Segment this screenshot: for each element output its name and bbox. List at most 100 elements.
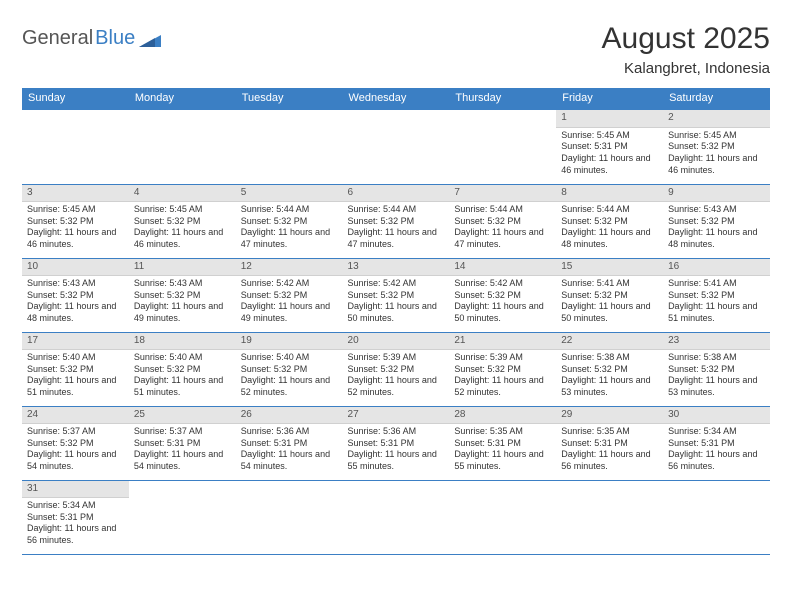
daylight-line: Daylight: 11 hours and 47 minutes. <box>454 227 551 250</box>
logo-word1: General <box>22 26 93 51</box>
calendar-cell: 24Sunrise: 5:37 AMSunset: 5:32 PMDayligh… <box>22 406 129 480</box>
calendar-cell: 13Sunrise: 5:42 AMSunset: 5:32 PMDayligh… <box>343 258 450 332</box>
daylight-line: Daylight: 11 hours and 46 minutes. <box>561 153 658 176</box>
day-number: 23 <box>663 333 770 351</box>
day-info: Sunrise: 5:37 AMSunset: 5:31 PMDaylight:… <box>129 424 236 476</box>
sunrise-line: Sunrise: 5:45 AM <box>561 130 658 142</box>
sunrise-line: Sunrise: 5:43 AM <box>27 278 124 290</box>
day-info: Sunrise: 5:40 AMSunset: 5:32 PMDaylight:… <box>129 350 236 402</box>
sunset-line: Sunset: 5:31 PM <box>668 438 765 450</box>
sunrise-line: Sunrise: 5:45 AM <box>134 204 231 216</box>
calendar-cell-empty <box>236 480 343 554</box>
day-info: Sunrise: 5:42 AMSunset: 5:32 PMDaylight:… <box>449 276 556 328</box>
day-info: Sunrise: 5:35 AMSunset: 5:31 PMDaylight:… <box>449 424 556 476</box>
daylight-line: Daylight: 11 hours and 50 minutes. <box>348 301 445 324</box>
day-number: 28 <box>449 407 556 425</box>
sunset-line: Sunset: 5:32 PM <box>134 216 231 228</box>
sunrise-line: Sunrise: 5:40 AM <box>241 352 338 364</box>
daylight-line: Daylight: 11 hours and 54 minutes. <box>241 449 338 472</box>
day-number: 6 <box>343 185 450 203</box>
day-info: Sunrise: 5:41 AMSunset: 5:32 PMDaylight:… <box>556 276 663 328</box>
calendar-cell: 23Sunrise: 5:38 AMSunset: 5:32 PMDayligh… <box>663 332 770 406</box>
sunset-line: Sunset: 5:31 PM <box>454 438 551 450</box>
title-block: August 2025 Kalangbret, Indonesia <box>602 20 770 78</box>
calendar-cell: 1Sunrise: 5:45 AMSunset: 5:31 PMDaylight… <box>556 110 663 184</box>
day-info: Sunrise: 5:45 AMSunset: 5:31 PMDaylight:… <box>556 128 663 180</box>
sunset-line: Sunset: 5:32 PM <box>348 290 445 302</box>
sunrise-line: Sunrise: 5:35 AM <box>454 426 551 438</box>
daylight-line: Daylight: 11 hours and 56 minutes. <box>668 449 765 472</box>
day-info: Sunrise: 5:44 AMSunset: 5:32 PMDaylight:… <box>343 202 450 254</box>
daylight-line: Daylight: 11 hours and 46 minutes. <box>27 227 124 250</box>
calendar-cell-empty <box>129 480 236 554</box>
sunrise-line: Sunrise: 5:42 AM <box>454 278 551 290</box>
calendar-row: 24Sunrise: 5:37 AMSunset: 5:32 PMDayligh… <box>22 406 770 480</box>
calendar-cell: 11Sunrise: 5:43 AMSunset: 5:32 PMDayligh… <box>129 258 236 332</box>
day-number: 11 <box>129 259 236 277</box>
sunset-line: Sunset: 5:31 PM <box>348 438 445 450</box>
sunrise-line: Sunrise: 5:37 AM <box>27 426 124 438</box>
daylight-line: Daylight: 11 hours and 56 minutes. <box>561 449 658 472</box>
sunset-line: Sunset: 5:31 PM <box>27 512 124 524</box>
sunset-line: Sunset: 5:32 PM <box>27 364 124 376</box>
sunrise-line: Sunrise: 5:34 AM <box>27 500 124 512</box>
day-number: 1 <box>556 110 663 128</box>
sunrise-line: Sunrise: 5:38 AM <box>561 352 658 364</box>
calendar-cell: 27Sunrise: 5:36 AMSunset: 5:31 PMDayligh… <box>343 406 450 480</box>
calendar-cell: 2Sunrise: 5:45 AMSunset: 5:32 PMDaylight… <box>663 110 770 184</box>
sunset-line: Sunset: 5:32 PM <box>27 438 124 450</box>
day-info: Sunrise: 5:44 AMSunset: 5:32 PMDaylight:… <box>449 202 556 254</box>
sunrise-line: Sunrise: 5:40 AM <box>27 352 124 364</box>
calendar-row: 10Sunrise: 5:43 AMSunset: 5:32 PMDayligh… <box>22 258 770 332</box>
day-number: 30 <box>663 407 770 425</box>
day-info: Sunrise: 5:37 AMSunset: 5:32 PMDaylight:… <box>22 424 129 476</box>
day-info: Sunrise: 5:34 AMSunset: 5:31 PMDaylight:… <box>22 498 129 550</box>
sunrise-line: Sunrise: 5:36 AM <box>348 426 445 438</box>
sunset-line: Sunset: 5:32 PM <box>134 290 231 302</box>
sunset-line: Sunset: 5:31 PM <box>561 141 658 153</box>
calendar-cell: 26Sunrise: 5:36 AMSunset: 5:31 PMDayligh… <box>236 406 343 480</box>
sunset-line: Sunset: 5:32 PM <box>348 216 445 228</box>
calendar-row: 31Sunrise: 5:34 AMSunset: 5:31 PMDayligh… <box>22 480 770 554</box>
daylight-line: Daylight: 11 hours and 56 minutes. <box>27 523 124 546</box>
calendar-cell: 31Sunrise: 5:34 AMSunset: 5:31 PMDayligh… <box>22 480 129 554</box>
weekday-header: Tuesday <box>236 88 343 110</box>
daylight-line: Daylight: 11 hours and 47 minutes. <box>241 227 338 250</box>
sunrise-line: Sunrise: 5:35 AM <box>561 426 658 438</box>
calendar-cell: 17Sunrise: 5:40 AMSunset: 5:32 PMDayligh… <box>22 332 129 406</box>
sunset-line: Sunset: 5:32 PM <box>561 364 658 376</box>
calendar-cell: 4Sunrise: 5:45 AMSunset: 5:32 PMDaylight… <box>129 184 236 258</box>
day-info: Sunrise: 5:34 AMSunset: 5:31 PMDaylight:… <box>663 424 770 476</box>
day-number: 4 <box>129 185 236 203</box>
day-number: 8 <box>556 185 663 203</box>
sunset-line: Sunset: 5:32 PM <box>27 216 124 228</box>
sunset-line: Sunset: 5:32 PM <box>454 216 551 228</box>
sunset-line: Sunset: 5:32 PM <box>668 364 765 376</box>
calendar-head: SundayMondayTuesdayWednesdayThursdayFrid… <box>22 88 770 110</box>
day-info: Sunrise: 5:40 AMSunset: 5:32 PMDaylight:… <box>236 350 343 402</box>
sunrise-line: Sunrise: 5:42 AM <box>348 278 445 290</box>
daylight-line: Daylight: 11 hours and 49 minutes. <box>134 301 231 324</box>
day-number: 31 <box>22 481 129 499</box>
day-number: 7 <box>449 185 556 203</box>
logo: GeneralBlue <box>22 26 161 51</box>
calendar-cell: 8Sunrise: 5:44 AMSunset: 5:32 PMDaylight… <box>556 184 663 258</box>
sunrise-line: Sunrise: 5:36 AM <box>241 426 338 438</box>
calendar-body: 1Sunrise: 5:45 AMSunset: 5:31 PMDaylight… <box>22 110 770 554</box>
day-number: 17 <box>22 333 129 351</box>
day-number: 10 <box>22 259 129 277</box>
day-number: 18 <box>129 333 236 351</box>
day-number: 19 <box>236 333 343 351</box>
page-title: August 2025 <box>602 20 770 58</box>
day-number: 24 <box>22 407 129 425</box>
sunrise-line: Sunrise: 5:39 AM <box>454 352 551 364</box>
sunrise-line: Sunrise: 5:44 AM <box>454 204 551 216</box>
calendar-cell: 5Sunrise: 5:44 AMSunset: 5:32 PMDaylight… <box>236 184 343 258</box>
location: Kalangbret, Indonesia <box>602 60 770 79</box>
calendar-cell-empty <box>663 480 770 554</box>
weekday-header: Wednesday <box>343 88 450 110</box>
day-number: 15 <box>556 259 663 277</box>
weekday-header-row: SundayMondayTuesdayWednesdayThursdayFrid… <box>22 88 770 110</box>
daylight-line: Daylight: 11 hours and 51 minutes. <box>668 301 765 324</box>
sunset-line: Sunset: 5:32 PM <box>241 216 338 228</box>
